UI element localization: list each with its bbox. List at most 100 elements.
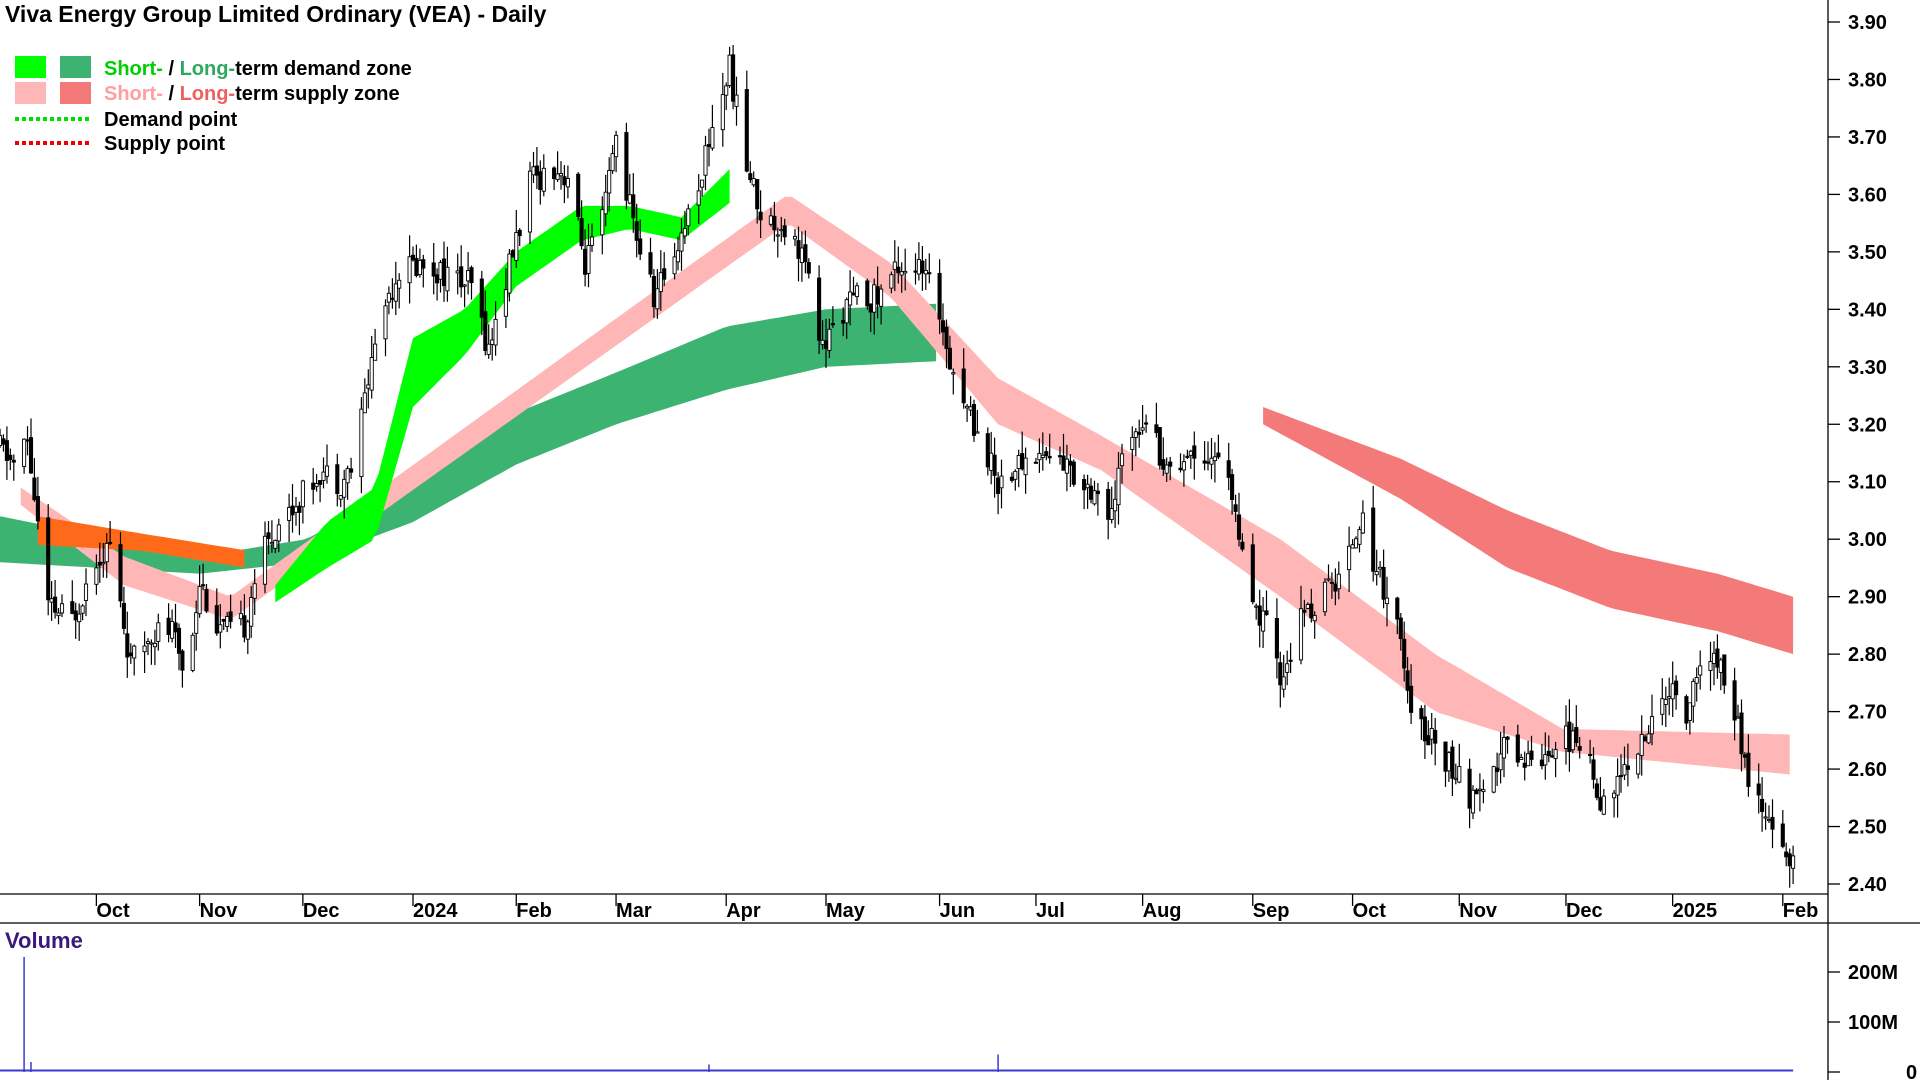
candle-body [555, 173, 560, 181]
candle-body [1522, 762, 1527, 768]
candle-body [1278, 662, 1283, 686]
legend-swatch-short-demand [15, 56, 46, 78]
candle-body [490, 339, 495, 345]
candle-body [410, 254, 416, 261]
candle-body [1071, 461, 1076, 485]
legend-demand-sep: / [163, 58, 180, 80]
candle-body [118, 544, 123, 602]
long-term-demand-zone [0, 303, 937, 574]
x-tick-label: Mar [616, 900, 652, 922]
candle-body [1526, 753, 1531, 767]
candle-body [1305, 604, 1310, 609]
candle-body [1274, 618, 1279, 659]
candle-body [97, 561, 102, 566]
volume-tick-label-200m: 200M [1848, 962, 1898, 984]
candle-body [1760, 798, 1765, 812]
candle-body [965, 405, 970, 409]
candle-body [830, 323, 835, 326]
candle-body [1718, 659, 1723, 673]
candle-body [971, 404, 977, 436]
candle-body [1505, 736, 1510, 740]
candle-body [173, 622, 178, 633]
candle-body [335, 464, 340, 495]
candle-body [1457, 766, 1462, 783]
candle-body [1419, 708, 1424, 720]
candle-body [242, 615, 247, 638]
candle-body [238, 613, 243, 620]
y-tick-label: 2.70 [1848, 702, 1887, 724]
candle-body [1061, 455, 1066, 471]
candle-body [1329, 581, 1334, 584]
candle-body [1409, 685, 1414, 713]
candle-body [534, 165, 539, 176]
volume-tick-label-100m: 100M [1848, 1012, 1898, 1034]
x-tick-label: Aug [1143, 900, 1182, 922]
candle-body [8, 454, 13, 461]
candle-body [170, 621, 175, 639]
candle-body [916, 259, 921, 275]
candle-body [772, 215, 777, 231]
x-tick-label: 2025 [1673, 900, 1718, 922]
candle-body [700, 179, 705, 188]
candle-body [1519, 757, 1524, 760]
candle-body [1491, 766, 1496, 793]
y-tick-label: 3.70 [1848, 127, 1887, 149]
candle-body [1529, 750, 1534, 760]
candle-body [1047, 456, 1052, 459]
candle-body [844, 299, 849, 324]
candle-body [607, 170, 612, 194]
candle-body [1350, 544, 1355, 549]
candle-body [321, 471, 326, 481]
candle-body [989, 452, 994, 471]
candle-body [276, 524, 281, 542]
legend-supply-rest: term supply zone [235, 83, 399, 105]
candle-body [1622, 764, 1627, 776]
candle-body [658, 272, 663, 293]
candle-body [896, 266, 901, 274]
candle-body [1574, 726, 1579, 744]
candle-body [817, 277, 822, 341]
candle-body [889, 274, 894, 289]
candle-body [59, 603, 65, 614]
candle-body [731, 54, 736, 102]
candle-body [362, 392, 367, 414]
candle-body [968, 406, 973, 411]
legend-demand-long: Long- [180, 58, 236, 80]
candle-body [648, 252, 653, 275]
candle-body [903, 270, 908, 274]
candle-body [393, 283, 398, 302]
legend-swatch-long-demand [60, 56, 91, 78]
candle-body [1694, 677, 1699, 684]
candle-body [32, 477, 37, 501]
candle-body [696, 190, 701, 206]
candle-body [1495, 767, 1500, 773]
candle-body [775, 234, 780, 237]
candle-body [249, 597, 254, 627]
legend: Short- / Long-term demand zone Short- / … [15, 56, 412, 155]
candle-body [1109, 508, 1114, 520]
candle-body [1088, 485, 1094, 500]
candle-body [4, 440, 9, 461]
candle-body [899, 271, 904, 276]
legend-demand-point: Demand point [104, 109, 238, 131]
candle-body [1646, 733, 1651, 744]
candle-body [1756, 783, 1761, 796]
candle-body [1588, 753, 1593, 757]
candle-body [1550, 755, 1555, 758]
candle-body [1732, 680, 1737, 721]
candle-body [1257, 605, 1262, 626]
candle-body [1563, 725, 1569, 749]
candle-body [1360, 512, 1365, 534]
legend-demand-short: Short- [104, 58, 163, 80]
candle-body [1236, 514, 1242, 540]
volume-axis: 200M 100M 0 [1828, 962, 1917, 1080]
candle-body [1233, 504, 1238, 512]
candle-body [1450, 746, 1455, 779]
candle-body [1687, 702, 1692, 721]
candle-body [1398, 617, 1403, 640]
candle-body [359, 408, 364, 478]
candle-body [851, 292, 856, 296]
candle-body [583, 248, 588, 275]
candle-body [349, 468, 354, 473]
candle-body [1501, 737, 1507, 759]
